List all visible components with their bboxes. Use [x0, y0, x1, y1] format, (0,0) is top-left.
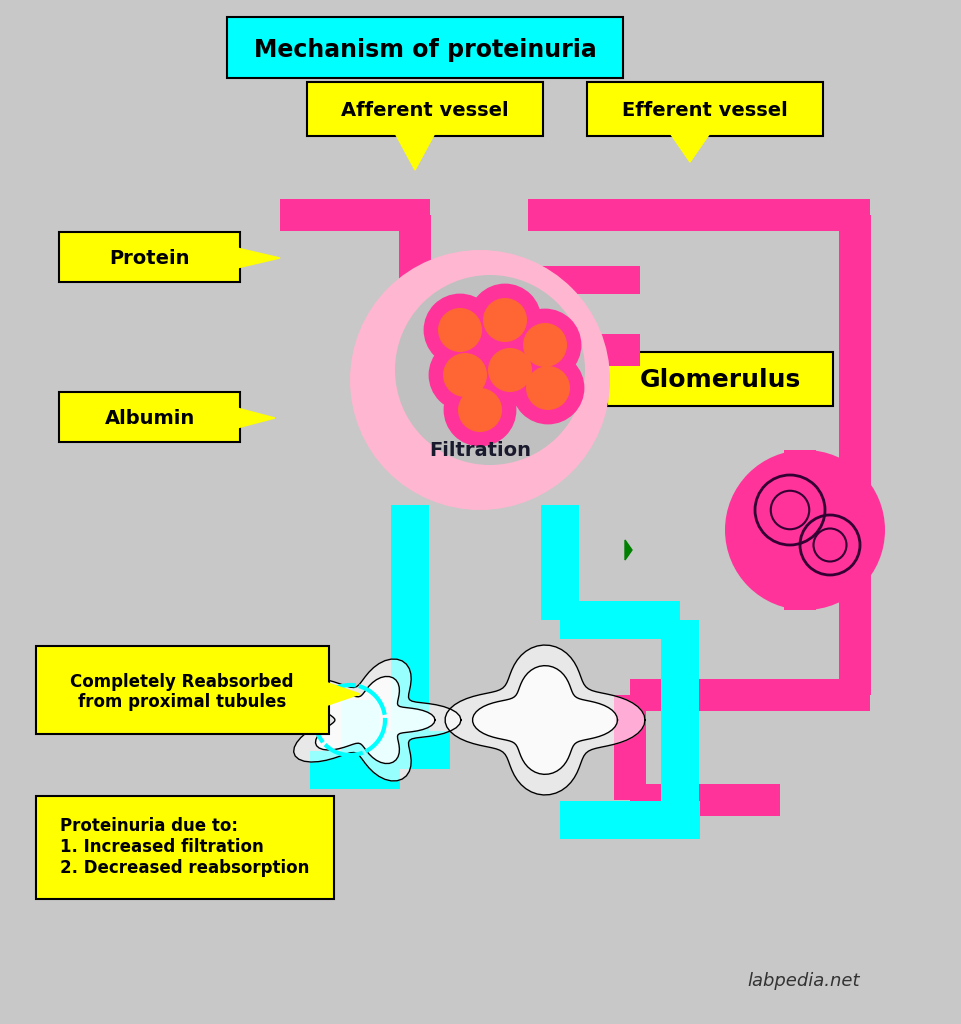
- FancyBboxPatch shape: [463, 280, 496, 335]
- FancyBboxPatch shape: [307, 82, 542, 136]
- Text: Protein: Protein: [110, 249, 190, 267]
- Circle shape: [442, 353, 486, 397]
- FancyBboxPatch shape: [629, 784, 779, 816]
- FancyBboxPatch shape: [359, 731, 450, 769]
- FancyBboxPatch shape: [36, 796, 333, 899]
- FancyBboxPatch shape: [36, 646, 329, 734]
- FancyBboxPatch shape: [280, 199, 430, 231]
- FancyBboxPatch shape: [559, 601, 679, 639]
- FancyBboxPatch shape: [559, 801, 700, 839]
- FancyBboxPatch shape: [340, 700, 379, 770]
- FancyBboxPatch shape: [309, 751, 400, 790]
- FancyBboxPatch shape: [838, 215, 870, 695]
- FancyBboxPatch shape: [227, 17, 623, 78]
- Polygon shape: [236, 248, 280, 268]
- Polygon shape: [625, 540, 631, 560]
- FancyBboxPatch shape: [586, 82, 823, 136]
- Polygon shape: [315, 677, 434, 764]
- Text: Efferent vessel: Efferent vessel: [622, 101, 787, 121]
- Polygon shape: [445, 645, 644, 795]
- Circle shape: [350, 250, 609, 510]
- FancyBboxPatch shape: [783, 450, 815, 610]
- Text: labpedia.net: labpedia.net: [747, 972, 859, 990]
- Polygon shape: [236, 408, 275, 428]
- Polygon shape: [293, 659, 460, 781]
- Circle shape: [487, 348, 531, 392]
- Circle shape: [523, 323, 566, 367]
- Text: Glomerulus: Glomerulus: [639, 368, 800, 392]
- Text: Filtration: Filtration: [429, 440, 530, 460]
- FancyBboxPatch shape: [559, 334, 639, 366]
- FancyBboxPatch shape: [546, 280, 574, 350]
- FancyBboxPatch shape: [59, 392, 239, 442]
- Circle shape: [445, 375, 514, 445]
- FancyBboxPatch shape: [390, 650, 429, 750]
- FancyBboxPatch shape: [390, 505, 429, 650]
- Circle shape: [437, 308, 481, 352]
- Circle shape: [430, 340, 500, 410]
- FancyBboxPatch shape: [606, 352, 832, 406]
- FancyBboxPatch shape: [399, 260, 431, 340]
- Circle shape: [395, 275, 584, 465]
- FancyBboxPatch shape: [528, 199, 869, 231]
- FancyBboxPatch shape: [59, 232, 239, 282]
- Circle shape: [725, 450, 884, 610]
- Circle shape: [482, 298, 527, 342]
- FancyBboxPatch shape: [613, 695, 646, 800]
- Polygon shape: [395, 133, 434, 170]
- Text: Completely Reabsorbed
from proximal tubules: Completely Reabsorbed from proximal tubu…: [70, 673, 293, 712]
- FancyBboxPatch shape: [399, 215, 431, 310]
- Circle shape: [512, 353, 582, 423]
- Circle shape: [526, 366, 570, 410]
- Text: Albumin: Albumin: [105, 409, 195, 427]
- Polygon shape: [669, 133, 709, 162]
- FancyBboxPatch shape: [414, 264, 480, 296]
- FancyBboxPatch shape: [629, 679, 869, 711]
- Text: Proteinuria due to:
1. Increased filtration
2. Decreased reabsorption: Proteinuria due to: 1. Increased filtrat…: [61, 817, 309, 877]
- Polygon shape: [575, 370, 609, 390]
- Text: Afferent vessel: Afferent vessel: [341, 101, 508, 121]
- Circle shape: [425, 295, 495, 365]
- Polygon shape: [325, 682, 359, 706]
- Circle shape: [470, 285, 539, 355]
- Text: Mechanism of proteinuria: Mechanism of proteinuria: [254, 38, 596, 62]
- FancyBboxPatch shape: [540, 505, 579, 620]
- Polygon shape: [472, 666, 617, 774]
- Circle shape: [457, 388, 502, 432]
- Circle shape: [475, 335, 545, 406]
- FancyBboxPatch shape: [528, 266, 639, 294]
- Circle shape: [509, 310, 579, 380]
- FancyBboxPatch shape: [660, 620, 699, 820]
